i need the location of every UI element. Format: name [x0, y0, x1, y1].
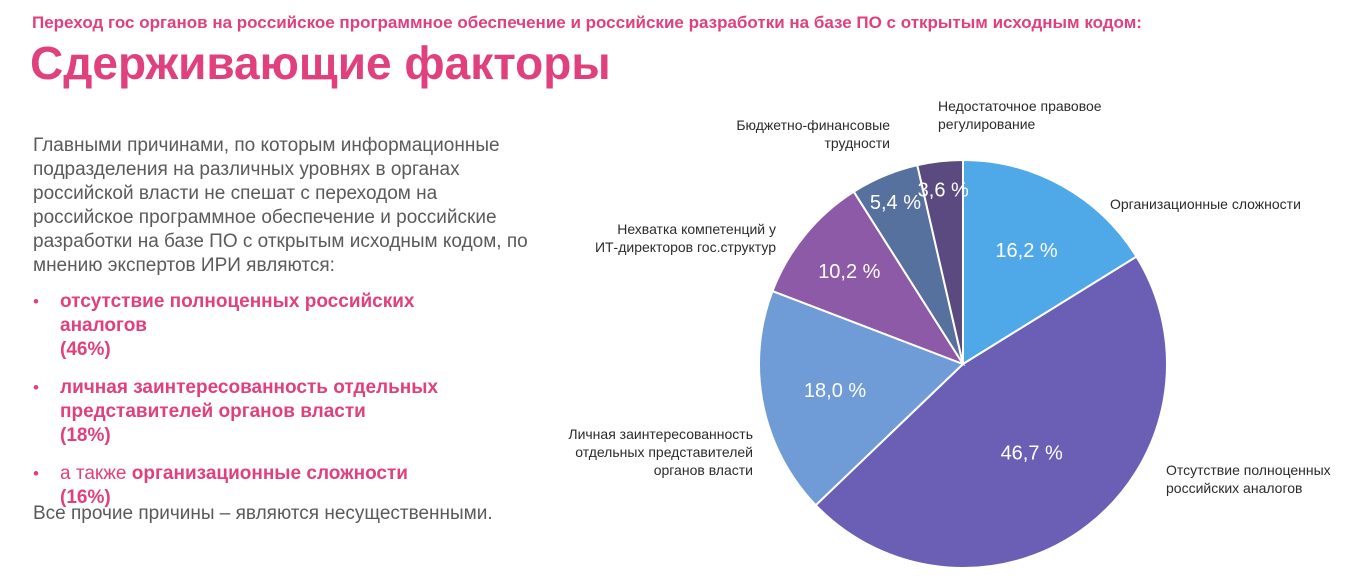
- slice-value-label: 18,0 %: [804, 380, 866, 402]
- page-subtitle: Переход гос органов на российское програ…: [32, 13, 1142, 32]
- reason-percent: (18%): [60, 425, 111, 446]
- reason-text: отсутствие полноценных российских аналог…: [60, 291, 415, 336]
- slice-value-label: 46,7 %: [1001, 443, 1063, 465]
- slice-category-label: Бюджетно-финансовые трудности: [736, 117, 890, 151]
- reason-percent: (46%): [60, 339, 111, 360]
- list-item: • личная заинтересованность отдельных пр…: [33, 376, 503, 448]
- pie-slice: [814, 255, 1168, 569]
- bullet-icon: •: [33, 292, 39, 311]
- reason-prefix: а также: [60, 463, 132, 484]
- slice-category-label: Недостаточное правовое регулирование: [938, 98, 1102, 132]
- reasons-list: • отсутствие полноценных российских анал…: [33, 290, 503, 524]
- intro-paragraph: Главными причинами, по которым информаци…: [33, 135, 528, 276]
- reason-text: личная заинтересованность отдельных пред…: [60, 377, 439, 422]
- page-title: Сдерживающие факторы: [30, 37, 611, 89]
- pie-slice: [771, 190, 966, 367]
- bullet-icon: •: [33, 378, 39, 397]
- slice-category-label: Нехватка компетенций у ИТ-директоров гос.…: [595, 221, 776, 255]
- slice-value-label: 5,4 %: [870, 192, 921, 214]
- pie-slice: [916, 158, 964, 365]
- slice-value-label: 3,6 %: [918, 180, 969, 202]
- slice-category-label: Личная заинтересованность отдельных предс…: [568, 426, 753, 478]
- slice-category-label: Отсутствие полноценных российских аналого…: [1166, 462, 1331, 496]
- list-item: • а также организационные сложности (16%…: [33, 462, 503, 510]
- closing-note: Все прочие причины – являются несуществе…: [33, 503, 493, 524]
- slice-value-label: 10,2 %: [818, 261, 880, 283]
- slice-category-label: Организационные сложности: [1110, 196, 1301, 212]
- reason-text: организационные сложности: [131, 463, 408, 484]
- bullet-icon: •: [33, 464, 39, 483]
- slice-value-label: 16,2 %: [995, 240, 1057, 262]
- pie-slice: [962, 158, 1138, 366]
- reason-percent: (16%): [60, 487, 111, 508]
- list-item: • отсутствие полноценных российских анал…: [33, 290, 503, 362]
